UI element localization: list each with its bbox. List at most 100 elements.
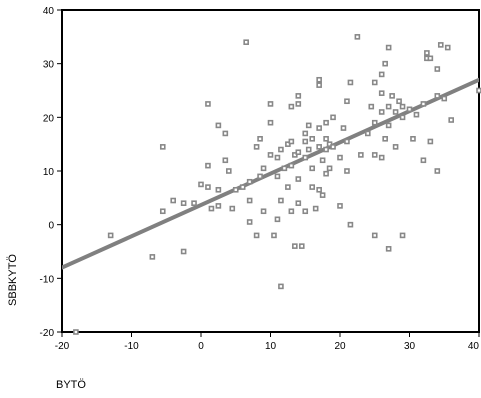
- data-point: [253, 144, 260, 150]
- data-point: [267, 101, 274, 107]
- data-point: [288, 138, 295, 145]
- data-point: [316, 186, 322, 193]
- data-point: [410, 136, 416, 142]
- data-point: [246, 197, 253, 204]
- x-tick-label: 10: [265, 341, 277, 352]
- data-point: [215, 122, 222, 129]
- data-point: [371, 119, 378, 126]
- data-point: [267, 119, 274, 126]
- data-point: [198, 181, 204, 188]
- data-point: [253, 232, 260, 239]
- data-point: [358, 152, 364, 158]
- y-axis-title: SBBKYTÖ: [7, 254, 19, 306]
- data-point: [392, 144, 399, 150]
- data-point: [344, 138, 350, 145]
- data-point: [382, 60, 388, 67]
- data-point: [316, 82, 322, 88]
- data-point: [434, 93, 441, 99]
- data-point: [427, 55, 434, 62]
- data-point: [295, 149, 302, 156]
- data-point: [215, 186, 222, 193]
- x-tick-label: -20: [55, 341, 70, 352]
- data-point: [260, 165, 267, 172]
- data-point: [413, 111, 420, 118]
- data-point: [159, 144, 166, 150]
- plot-area: [61, 9, 480, 333]
- data-point: [232, 186, 239, 193]
- data-point: [288, 103, 295, 110]
- data-point: [191, 200, 197, 206]
- data-point: [420, 101, 427, 107]
- data-point: [399, 114, 406, 121]
- data-point: [441, 95, 448, 102]
- data-point: [316, 125, 322, 131]
- data-point: [288, 208, 295, 215]
- x-tick-label: 0: [198, 341, 204, 352]
- data-point: [73, 329, 79, 335]
- data-point: [434, 66, 441, 72]
- data-point: [448, 117, 455, 123]
- data-point: [319, 192, 326, 198]
- data-point: [257, 136, 263, 142]
- data-point: [205, 101, 211, 107]
- data-point: [323, 119, 329, 126]
- data-point: [371, 232, 378, 239]
- data-point: [347, 221, 354, 228]
- data-point: [434, 168, 441, 174]
- data-point: [437, 42, 444, 48]
- data-point: [420, 157, 427, 164]
- data-point: [239, 184, 246, 190]
- data-point: [205, 162, 211, 169]
- data-point: [309, 136, 316, 142]
- data-point: [424, 50, 430, 56]
- data-point: [399, 103, 406, 110]
- data-point: [344, 98, 350, 105]
- data-point: [257, 173, 263, 180]
- data-point: [368, 103, 375, 110]
- data-point: [392, 109, 399, 115]
- data-point: [385, 103, 392, 110]
- data-point: [260, 208, 267, 215]
- data-point: [330, 114, 336, 121]
- data-point: [337, 154, 343, 161]
- data-point: [298, 243, 305, 249]
- data-point: [246, 178, 253, 185]
- data-point: [323, 136, 329, 142]
- data-point: [215, 203, 222, 209]
- data-point: [378, 109, 385, 115]
- data-point: [180, 200, 187, 206]
- data-point: [378, 90, 385, 96]
- data-point: [305, 122, 312, 129]
- data-point: [288, 162, 295, 169]
- data-point: [274, 154, 281, 161]
- data-point: [302, 130, 309, 137]
- data-point: [309, 184, 316, 190]
- data-point: [347, 79, 354, 86]
- data-point: [378, 71, 385, 78]
- data-point: [330, 144, 336, 150]
- data-point: [378, 154, 385, 161]
- data-point: [354, 34, 361, 40]
- data-point: [180, 248, 187, 255]
- data-point: [302, 208, 309, 215]
- y-tick-label: 0: [48, 221, 54, 232]
- data-point: [302, 138, 309, 145]
- data-point: [208, 205, 215, 212]
- data-point: [285, 184, 291, 190]
- data-point: [107, 232, 114, 239]
- data-point: [159, 208, 166, 215]
- data-point: [399, 232, 406, 239]
- data-point: [323, 146, 329, 153]
- x-axis-title: BYTÖ: [56, 379, 86, 391]
- data-point: [295, 101, 302, 107]
- y-tick-label: 40: [43, 6, 55, 17]
- data-point: [278, 283, 284, 290]
- data-point: [344, 168, 350, 174]
- axis-ticks: -20 -10 0 10 20 30 40 -20 -10 0 10 20 30 40: [40, 6, 480, 352]
- plot-frame: [61, 9, 480, 333]
- data-point: [222, 157, 229, 164]
- data-point: [229, 205, 236, 212]
- data-point: [278, 146, 284, 153]
- data-point: [382, 136, 388, 142]
